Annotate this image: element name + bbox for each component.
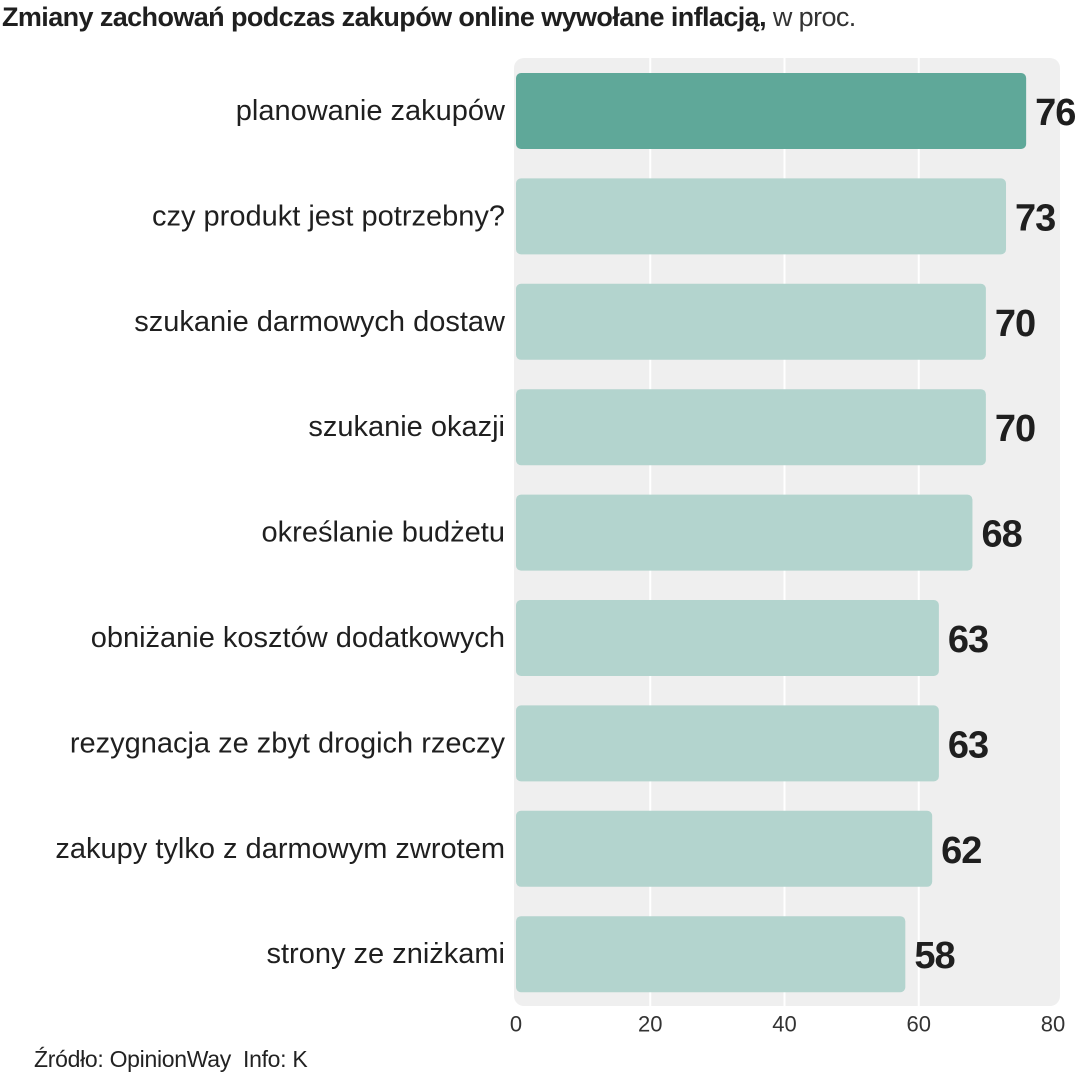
bar	[516, 389, 986, 466]
category-label: obniżanie kosztów dodatkowych	[91, 622, 505, 654]
value-label: 76	[1035, 92, 1075, 134]
value-label: 58	[914, 935, 954, 977]
bar	[516, 178, 1007, 255]
value-label: 62	[941, 830, 981, 872]
bar	[516, 810, 933, 887]
category-label: rezygnacja ze zbyt drogich rzeczy	[70, 727, 506, 759]
x-tick-label: 40	[772, 1012, 796, 1037]
value-label: 70	[995, 408, 1035, 450]
x-tick-label: 0	[510, 1012, 522, 1037]
source-note: Źródło: OpinionWay Info: K	[34, 1046, 308, 1073]
category-label: planowanie zakupów	[236, 95, 506, 127]
chart-title-main: Zmiany zachowań podczas zakupów online w…	[2, 2, 767, 32]
info-text: Info: K	[243, 1046, 308, 1072]
category-label: szukanie okazji	[308, 411, 505, 443]
x-tick-label: 80	[1041, 1012, 1065, 1037]
source-text: Źródło: OpinionWay	[34, 1046, 231, 1072]
value-label: 73	[1015, 197, 1055, 239]
bar	[516, 705, 939, 782]
category-label: zakupy tylko z darmowym zwrotem	[55, 833, 505, 865]
bar	[516, 73, 1027, 149]
bar	[516, 916, 906, 993]
category-label: czy produkt jest potrzebny?	[152, 200, 505, 232]
category-label: określanie budżetu	[262, 517, 505, 549]
value-label: 63	[948, 724, 988, 766]
value-label: 63	[948, 619, 988, 661]
category-label: szukanie darmowych dostaw	[134, 306, 506, 338]
value-label: 68	[981, 514, 1021, 556]
bar	[516, 494, 973, 571]
x-tick-label: 60	[907, 1012, 931, 1037]
value-label: 70	[995, 303, 1035, 345]
bar	[516, 600, 939, 676]
bar	[516, 283, 986, 360]
x-tick-label: 20	[638, 1012, 662, 1037]
chart-title: Zmiany zachowań podczas zakupów online w…	[2, 2, 856, 33]
category-label: strony ze zniżkami	[266, 938, 505, 970]
chart-title-unit: w proc.	[765, 2, 856, 32]
